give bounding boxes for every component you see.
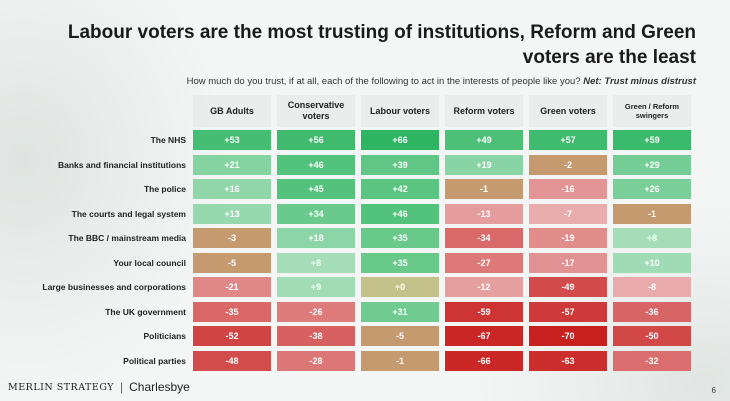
heatmap-cell: -48: [193, 350, 271, 371]
heatmap-cell: +45: [277, 179, 355, 199]
heatmap-cell: -13: [445, 203, 523, 224]
logo-separator: |: [120, 380, 124, 394]
heatmap-cell: -8: [613, 277, 691, 297]
heatmap-cell: -5: [193, 252, 271, 273]
heatmap-cell: +35: [361, 228, 439, 248]
row-label: Large businesses and corporations: [42, 282, 186, 292]
row-label: The NHS: [150, 135, 186, 145]
charlesbye-logo: Charlesbye: [129, 380, 190, 394]
trust-heatmap: GB Adults Conservative voters Labour voter…: [8, 95, 700, 375]
subtitle-question: How much do you trust, if at all, each o…: [186, 76, 581, 87]
chart-subtitle: How much do you trust, if at all, each o…: [16, 76, 696, 87]
column-header: Reform voters: [453, 105, 515, 116]
background-wash-left: [0, 0, 230, 401]
heatmap-cell: -21: [193, 277, 271, 297]
merlin-strategy-logo: MERLIN STRATEGY: [8, 381, 115, 393]
column-header-bg: [613, 95, 691, 127]
heatmap-cell: +0: [361, 277, 439, 297]
heatmap-cell: +53: [193, 130, 271, 150]
row-label: Politicians: [143, 331, 186, 341]
page-title: Labour voters are the most trusting of i…: [67, 22, 696, 68]
heatmap-cell: +56: [277, 130, 355, 150]
heatmap-cell: -32: [613, 350, 691, 371]
heatmap-cell: -5: [361, 326, 439, 346]
heatmap-cell: +26: [613, 179, 691, 199]
column-header: Green / Reform swingers: [624, 101, 680, 121]
heatmap-cell: +13: [193, 203, 271, 224]
column-header-bg: [445, 95, 523, 127]
heatmap-cell: +59: [613, 130, 691, 150]
column-header: Conservative voters: [287, 100, 345, 121]
row-label: The UK government: [105, 306, 186, 317]
heatmap-cell: +19: [445, 154, 523, 175]
footer-logos: MERLIN STRATEGY | Charlesbye: [8, 380, 190, 394]
heatmap-cell: +46: [361, 203, 439, 224]
heatmap-cell: -50: [613, 326, 691, 346]
heatmap-cell: -49: [529, 277, 607, 297]
row-label: Political parties: [123, 355, 186, 366]
heatmap-cell: +35: [361, 252, 439, 273]
column-header-bg: [277, 95, 355, 127]
heatmap-cell: -70: [529, 326, 607, 346]
heatmap-cell: +42: [361, 179, 439, 199]
heatmap-cell: -1: [361, 350, 439, 371]
heatmap-cell: -35: [193, 301, 271, 322]
heatmap-cell: -34: [445, 228, 523, 248]
row-label: Your local council: [113, 257, 186, 268]
subtitle-emphasis: Net: Trust minus distrust: [583, 76, 696, 87]
heatmap-cell: -27: [445, 252, 523, 273]
column-header: Labour voters: [369, 105, 430, 116]
column-header: GB Adults: [210, 105, 254, 116]
heatmap-cell: -17: [529, 252, 607, 273]
heatmap-cell: +34: [277, 203, 355, 224]
row-label: The police: [143, 184, 186, 194]
heatmap-cell: +46: [277, 154, 355, 175]
heatmap-cell: +8: [277, 252, 355, 273]
heatmap-cell: -19: [529, 228, 607, 248]
heatmap-cell: +18: [277, 228, 355, 248]
heatmap-cell: -12: [445, 277, 523, 297]
heatmap-cell: -66: [445, 350, 523, 371]
heatmap-cell: +10: [613, 252, 691, 273]
heatmap-cell: -59: [445, 301, 523, 322]
heatmap-cell: +49: [445, 130, 523, 150]
heatmap-cell: +16: [193, 179, 271, 199]
heatmap-cell: +57: [529, 130, 607, 150]
column-header: Green voters: [540, 105, 596, 116]
heatmap-cell: -67: [445, 326, 523, 346]
heatmap-cell: -16: [529, 179, 607, 199]
heatmap-cell: +21: [193, 154, 271, 175]
heatmap-cell: -1: [613, 203, 691, 224]
heatmap-cell: -2: [529, 154, 607, 175]
heatmap-cell: -26: [277, 301, 355, 322]
heatmap-cell: -7: [529, 203, 607, 224]
heatmap-cell: +31: [361, 301, 439, 322]
heatmap-cell: -3: [193, 228, 271, 248]
heatmap-cell: +8: [613, 228, 691, 248]
row-label: The BBC / mainstream media: [68, 233, 186, 243]
heatmap-cell: -52: [193, 326, 271, 346]
heatmap-cell: -63: [529, 350, 607, 371]
heatmap-cell: +66: [361, 130, 439, 150]
row-label: The courts and legal system: [71, 208, 186, 219]
column-header-bg: [193, 95, 271, 127]
column-header-bg: [529, 95, 607, 127]
heatmap-cell: -1: [445, 179, 523, 199]
row-label: Banks and financial institutions: [58, 159, 186, 170]
page-number: 6: [711, 386, 716, 395]
column-header-bg: [361, 95, 439, 127]
heatmap-cell: +9: [277, 277, 355, 297]
heatmap-cell: +29: [613, 154, 691, 175]
heatmap-cell: +39: [361, 154, 439, 175]
heatmap-cell: -57: [529, 301, 607, 322]
heatmap-cell: -28: [277, 350, 355, 371]
heatmap-cell: -36: [613, 301, 691, 322]
heatmap-cell: -38: [277, 326, 355, 346]
